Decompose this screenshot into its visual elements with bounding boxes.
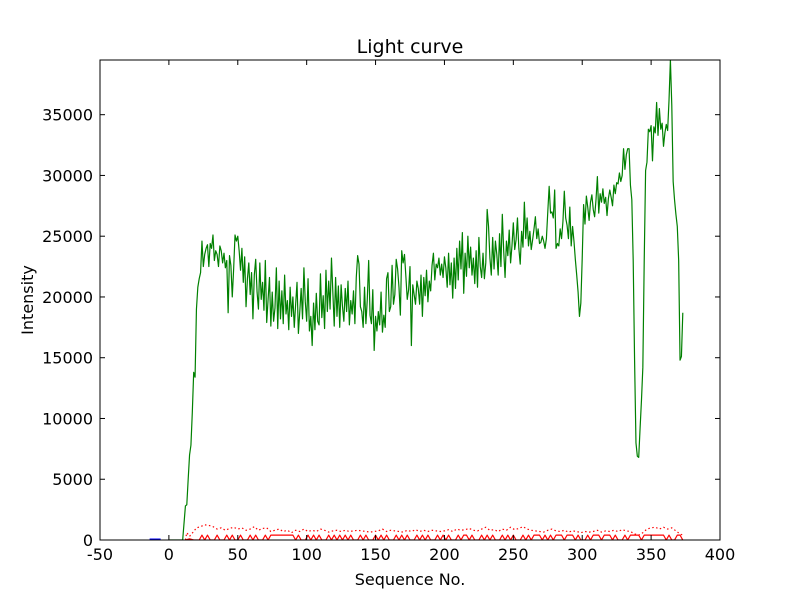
y-tick-label: 35000 (42, 106, 93, 125)
series-layer (149, 60, 684, 540)
x-tick-label: 300 (567, 545, 598, 564)
y-tick-label: 30000 (42, 166, 93, 185)
y-tick-label: 25000 (42, 227, 93, 246)
x-axis-title: Sequence No. (355, 570, 466, 589)
plot-frame (99, 59, 721, 541)
chart-title: Light curve (357, 36, 464, 58)
y-tick-label: 10000 (42, 409, 93, 428)
x-tick-label: 50 (228, 545, 248, 564)
x-tick-label: 200 (429, 545, 460, 564)
x-tick-label: 0 (164, 545, 174, 564)
x-tick-label: 350 (636, 545, 667, 564)
red-solid-line (185, 534, 684, 540)
y-tick-label: 15000 (42, 349, 93, 368)
x-tick-label: 100 (291, 545, 322, 564)
y-axis: 0 5000 10000 15000 20000 25000 30000 35000 (42, 106, 720, 550)
x-tick-label: -50 (87, 545, 113, 564)
y-tick-label: 20000 (42, 288, 93, 307)
y-axis-title: Intensity (18, 265, 37, 335)
green-intensity-line (168, 60, 684, 540)
red-dotted-line (184, 524, 684, 540)
plot-area (149, 60, 684, 540)
x-axis: -50 0 50 100 150 200 250 300 350 400 (87, 60, 735, 564)
y-tick-label: 5000 (52, 470, 93, 489)
x-tick-label: 400 (705, 545, 736, 564)
x-tick-label: 250 (498, 545, 529, 564)
x-tick-label: 150 (360, 545, 391, 564)
y-tick-label: 0 (83, 531, 93, 550)
